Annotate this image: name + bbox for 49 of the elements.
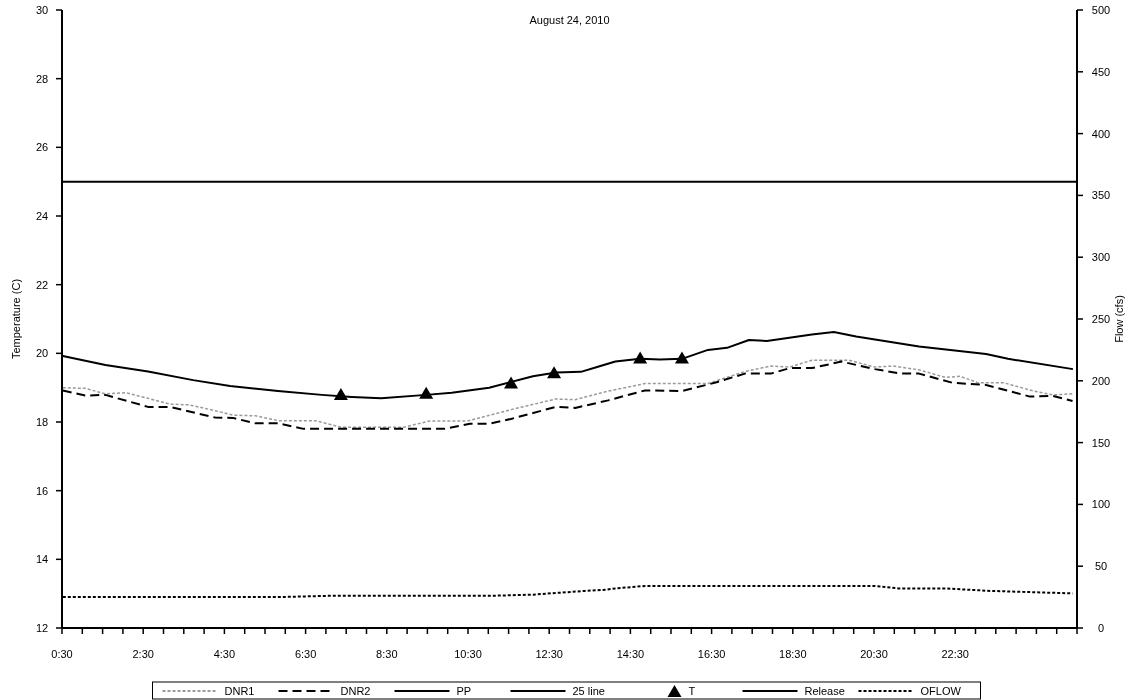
y-tick-label: 26	[35, 141, 49, 154]
y2-tick-label: 500	[1091, 4, 1111, 16]
x-tick-label: 14:30	[616, 648, 645, 660]
x-tick-label: 2:30	[132, 648, 154, 660]
x-tick-label: 0:30	[51, 648, 73, 660]
y2-tick-label: 150	[1091, 436, 1111, 449]
legend-label: PP	[456, 685, 472, 697]
y2-axis-title: Flow (cfs)	[1113, 295, 1125, 343]
y-tick-label: 18	[35, 416, 49, 428]
y-tick-label: 22	[35, 278, 49, 291]
x-tick-label: 6:30	[294, 648, 317, 660]
y-tick-label: 24	[35, 210, 49, 222]
x-tick-label: 22:30	[941, 648, 969, 660]
y2-tick-label: 450	[1091, 65, 1111, 78]
x-tick-label: 12:30	[535, 648, 563, 660]
y-tick-label: 20	[35, 347, 49, 360]
point	[333, 387, 348, 400]
x-tick-label: 4:30	[213, 648, 236, 660]
y2-tick-label: 0	[1097, 622, 1105, 634]
y2-tick-label: 300	[1091, 251, 1111, 264]
y2-tick-label: 250	[1091, 313, 1111, 325]
y2-tick-label: 50	[1094, 560, 1108, 573]
legend-label: T	[688, 685, 696, 697]
legend-label: OFLOW	[920, 685, 962, 697]
chart-title: August 24, 2010	[529, 14, 610, 26]
y2-tick-label: 200	[1091, 374, 1111, 387]
legend-label: 25 line	[572, 685, 605, 697]
point	[674, 351, 689, 364]
y-tick-label: 12	[35, 622, 49, 634]
point	[633, 351, 648, 364]
point	[504, 376, 519, 389]
y2-tick-label: 400	[1091, 127, 1111, 140]
legend-label: DNR2	[340, 685, 371, 697]
y-tick-label: 30	[35, 4, 49, 16]
y2-tick-label: 100	[1091, 498, 1111, 511]
legend-label: Release	[804, 685, 845, 697]
x-tick-label: 20:30	[860, 648, 888, 660]
y-tick-label: 28	[35, 72, 49, 85]
x-tick-label: 10:30	[454, 648, 482, 660]
x-tick-label: 18:30	[779, 648, 807, 660]
x-tick-label: 8:30	[376, 648, 398, 660]
y2-tick-label: 350	[1091, 189, 1111, 202]
point	[547, 366, 562, 379]
x-tick-label: 16:30	[697, 648, 726, 660]
legend-label: DNR1	[224, 685, 255, 697]
y-axis-title: Temperature (C)	[10, 278, 22, 360]
y-tick-label: 14	[35, 553, 49, 566]
point	[419, 386, 434, 399]
y-tick-label: 16	[35, 484, 49, 497]
